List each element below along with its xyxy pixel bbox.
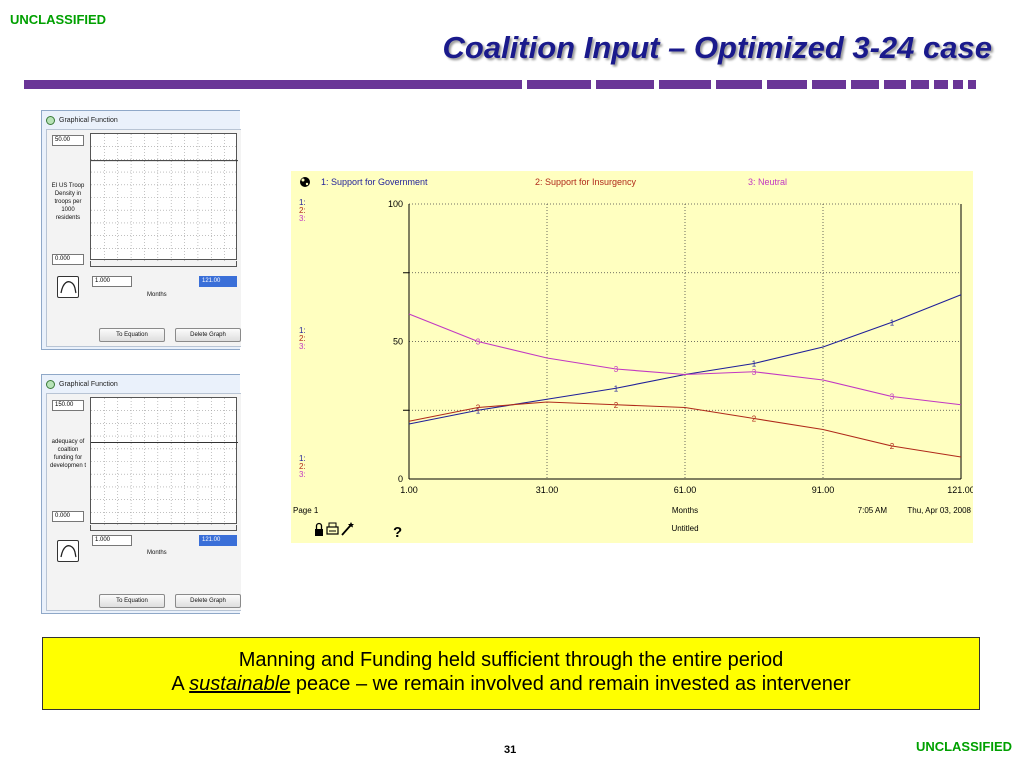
x-min-input[interactable]: 1.000 bbox=[92, 535, 132, 546]
help-icon[interactable]: ? bbox=[393, 524, 402, 541]
classification-bottom: UNCLASSIFIED bbox=[915, 739, 1012, 754]
series-marker: 3 bbox=[476, 338, 481, 347]
magic-wand-icon[interactable] bbox=[341, 522, 354, 536]
callout-box: Manning and Funding held sufficient thro… bbox=[42, 637, 980, 710]
y-axis-label: EI US Troop Density in troops per 1000 r… bbox=[51, 183, 85, 221]
to-equation-button[interactable]: To Equation bbox=[99, 328, 165, 342]
series-marker: 3 bbox=[614, 365, 619, 374]
window-titlebar: Graphical Function bbox=[42, 111, 240, 129]
graph-type-icon[interactable] bbox=[57, 276, 79, 298]
series-marker: 2 bbox=[614, 401, 619, 410]
x-tick-label: 61.00 bbox=[674, 485, 697, 495]
printer-icon[interactable] bbox=[326, 522, 339, 535]
window-body: 150.00 adequacy of coaltion funding for … bbox=[46, 393, 241, 611]
file-label: Untitled bbox=[671, 524, 698, 533]
page-number: 31 bbox=[504, 744, 517, 756]
y-min-input[interactable]: 0.000 bbox=[52, 511, 84, 522]
title-underline-bar bbox=[24, 80, 980, 89]
scale-label: 3: bbox=[299, 470, 306, 479]
y-tick-label: 50 bbox=[393, 337, 403, 347]
series-marker: 3 bbox=[752, 368, 757, 377]
series-marker: 3 bbox=[890, 393, 895, 402]
series-line bbox=[408, 313, 962, 406]
scale-label: 1: bbox=[299, 326, 306, 335]
y-axis-label: adequacy of coaltion funding for develop… bbox=[49, 439, 87, 469]
scale-label: 3: bbox=[299, 342, 306, 351]
graph-type-icon[interactable] bbox=[57, 540, 79, 562]
scale-label: 2: bbox=[299, 334, 306, 343]
scale-label: 1: bbox=[299, 198, 306, 207]
x-tick-label: 1.00 bbox=[400, 485, 418, 495]
callout-prefix: A bbox=[171, 673, 184, 695]
y-tick-label: 0 bbox=[398, 474, 403, 484]
x-axis-label: Months bbox=[147, 550, 167, 556]
y-tick-label: 100 bbox=[388, 199, 403, 209]
page-label: Page 1 bbox=[293, 506, 319, 515]
classification-top: UNCLASSIFIED bbox=[10, 12, 107, 27]
series-marker: 1 bbox=[752, 360, 757, 369]
window-title: Graphical Function bbox=[59, 116, 118, 124]
date-label: Thu, Apr 03, 2008 bbox=[907, 506, 971, 515]
y-max-input[interactable]: 50.00 bbox=[52, 135, 84, 146]
x-max-input[interactable]: 121.00 bbox=[199, 535, 237, 546]
function-grid-svg bbox=[91, 134, 238, 261]
x-slider[interactable] bbox=[90, 525, 237, 531]
chart-panel: 0 50 100 1.00 31.00 61.00 91.00 121.00 1: 2: 3: 1: 2… bbox=[291, 171, 973, 543]
delete-graph-button[interactable]: Delete Graph bbox=[175, 328, 241, 342]
legend-entry: 1: Support for Government bbox=[321, 177, 428, 187]
series-marker: 2 bbox=[752, 415, 757, 424]
x-axis-label: Months bbox=[147, 292, 167, 298]
window-body: 50.00 EI US Troop Density in troops per … bbox=[46, 129, 241, 347]
series-line bbox=[408, 294, 962, 425]
slide-title: Coalition Input – Optimized 3-24 case bbox=[442, 30, 993, 65]
function-grid[interactable] bbox=[90, 133, 238, 261]
legend-entry: 2: Support for Insurgency bbox=[535, 177, 637, 187]
gridlines bbox=[91, 398, 238, 525]
y-max-input[interactable]: 150.00 bbox=[52, 400, 84, 411]
callout-emphasis: sustainable bbox=[189, 673, 291, 695]
scale-label: 2: bbox=[299, 462, 306, 471]
x-min-input[interactable]: 1.000 bbox=[92, 276, 132, 287]
window-title: Graphical Function bbox=[59, 380, 118, 388]
app-icon bbox=[46, 115, 55, 125]
series-marker: 1 bbox=[614, 384, 619, 393]
x-tick-label: 121.00 bbox=[947, 485, 973, 495]
window-titlebar: Graphical Function bbox=[42, 375, 240, 393]
app-icon bbox=[46, 379, 55, 389]
scale-label: 3: bbox=[299, 214, 306, 223]
series-marker: 1 bbox=[476, 406, 481, 415]
legend-entry: 3: Neutral bbox=[748, 177, 787, 187]
function-grid[interactable] bbox=[90, 397, 238, 525]
scale-label: 1: bbox=[299, 454, 306, 463]
callout-line-2: A sustainable peace – we remain involved… bbox=[43, 672, 979, 696]
series-marker: 2 bbox=[476, 404, 481, 413]
time-label: 7:05 AM bbox=[858, 506, 888, 515]
function-grid-svg bbox=[91, 398, 238, 525]
x-tick-label: 31.00 bbox=[536, 485, 559, 495]
x-max-input[interactable]: 121.00 bbox=[199, 276, 237, 287]
series-line bbox=[408, 401, 962, 458]
globe-icon[interactable] bbox=[300, 177, 310, 187]
callout-line-1: Manning and Funding held sufficient thro… bbox=[238, 649, 784, 671]
graphical-function-window-1: Graphical Function 50.00 EI US Troop Den… bbox=[41, 110, 241, 350]
lock-icon[interactable] bbox=[315, 522, 323, 537]
to-equation-button[interactable]: To Equation bbox=[99, 594, 165, 608]
delete-graph-button[interactable]: Delete Graph bbox=[175, 594, 241, 608]
callout-suffix: peace – we remain involved and remain in… bbox=[295, 673, 851, 695]
y-min-input[interactable]: 0.000 bbox=[52, 254, 84, 265]
x-tick-label: 91.00 bbox=[812, 485, 835, 495]
x-slider[interactable] bbox=[90, 261, 237, 267]
series-marker: 2 bbox=[890, 442, 895, 451]
scale-label: 2: bbox=[299, 206, 306, 215]
graphical-function-window-2: Graphical Function 150.00 adequacy of co… bbox=[41, 374, 241, 614]
series-marker: 1 bbox=[890, 318, 895, 327]
gridlines bbox=[91, 134, 238, 261]
x-axis-label: Months bbox=[672, 506, 698, 515]
